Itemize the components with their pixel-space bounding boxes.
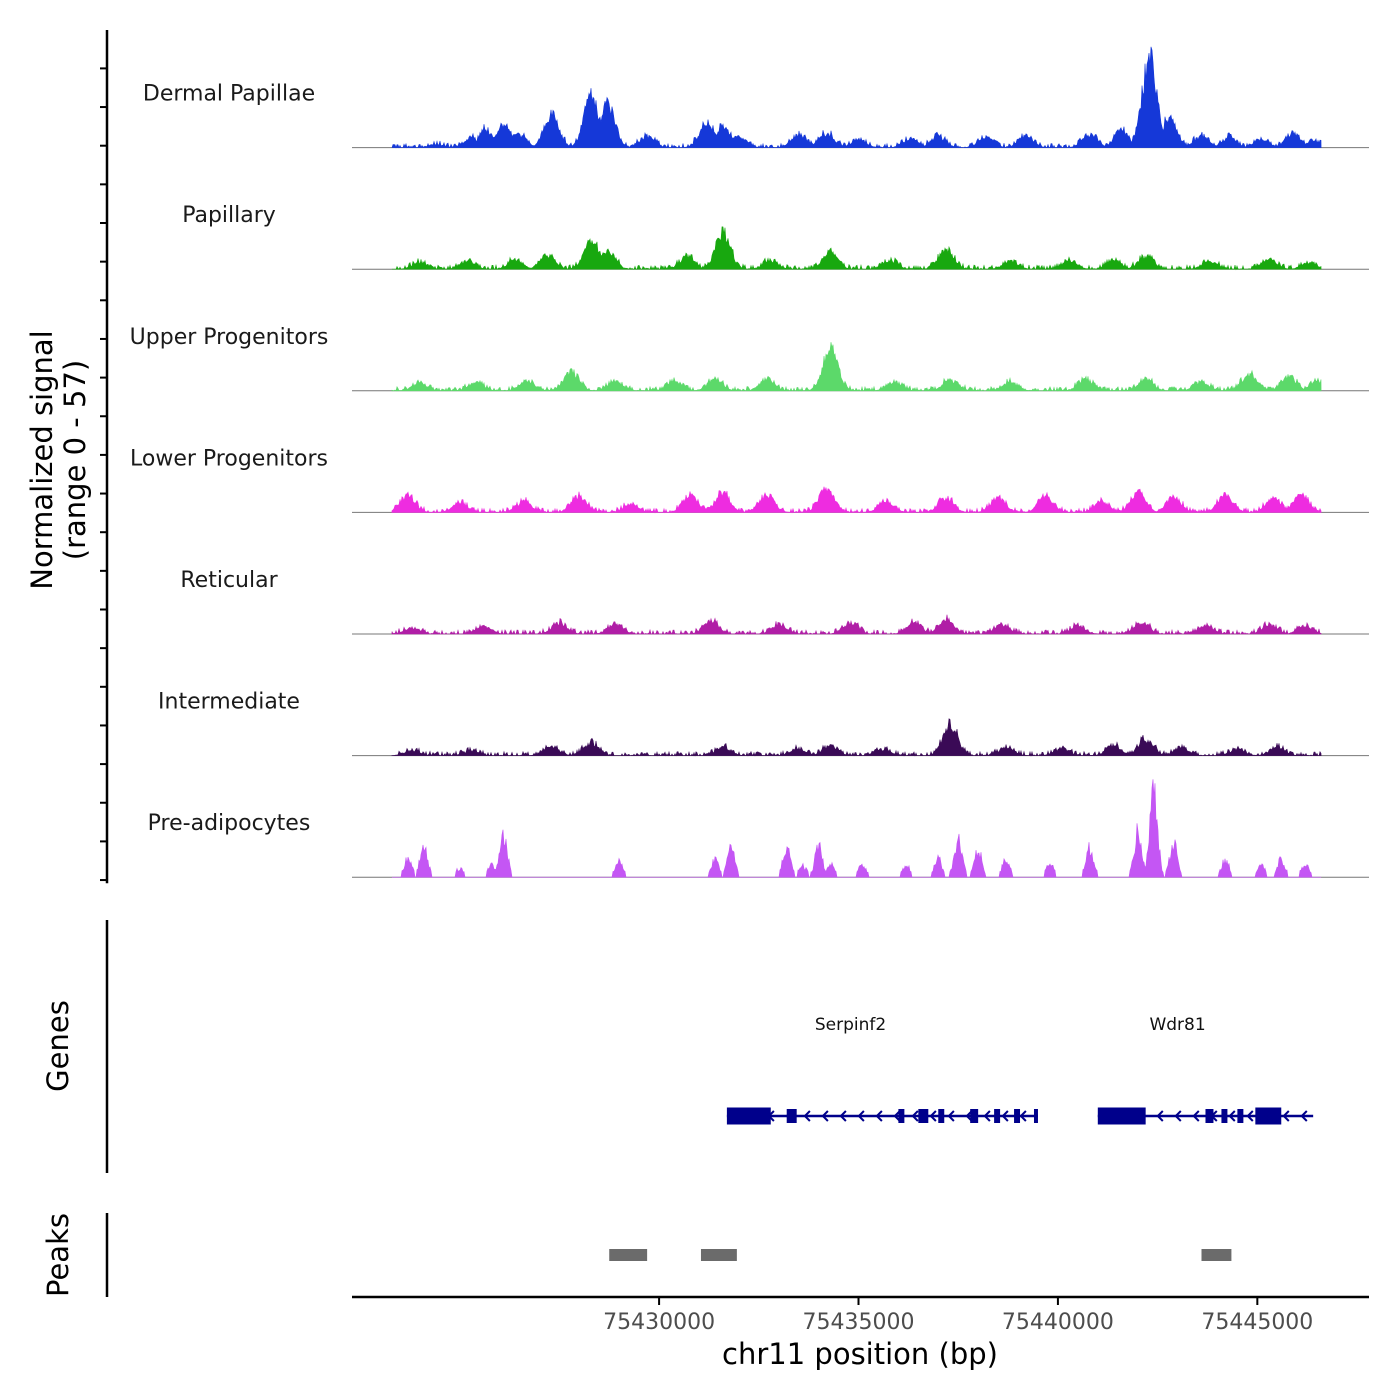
strand-chevron <box>1156 1110 1164 1122</box>
strand-chevron <box>893 1110 901 1122</box>
track-pre-adipocytes: Pre-adipocytes <box>148 779 1369 878</box>
strand-chevron <box>1192 1110 1200 1122</box>
track-label: Dermal Papillae <box>143 82 315 107</box>
strand-chevron <box>947 1110 955 1122</box>
genes-panel-label: Genes <box>41 1000 75 1092</box>
strand-chevron <box>1120 1110 1128 1122</box>
track-label: Reticular <box>180 568 278 593</box>
x-axis: 75430000 75435000 75440000 75445000 <box>603 1297 1313 1335</box>
gene-exon <box>786 1109 797 1123</box>
y-axis-title-group: Normalized signal (range 0 - 57) <box>25 330 92 589</box>
track-signal <box>391 614 1322 636</box>
strand-chevron <box>983 1110 991 1122</box>
signal-y-axis <box>100 30 109 884</box>
track-upper-progenitors: Upper Progenitors <box>130 325 1369 392</box>
gene-exon <box>898 1109 905 1123</box>
strand-chevron <box>1282 1110 1290 1122</box>
strand-chevron <box>821 1110 829 1122</box>
gene-exon <box>1255 1107 1282 1125</box>
gene-exon <box>994 1109 1001 1123</box>
track-signal <box>391 46 1322 149</box>
strand-chevron <box>1264 1110 1272 1122</box>
peak-region <box>1201 1249 1232 1261</box>
track-lower-progenitors: Lower Progenitors <box>130 446 1369 514</box>
track-label: Pre-adipocytes <box>148 811 311 836</box>
strand-chevron <box>1246 1110 1254 1122</box>
strand-chevron <box>1210 1110 1218 1122</box>
gene-exon <box>938 1109 945 1123</box>
track-label: Intermediate <box>158 690 300 715</box>
strand-chevron <box>749 1110 757 1122</box>
track-papillary: Papillary <box>182 203 1369 271</box>
x-tick-label: 75445000 <box>1201 1310 1313 1335</box>
strand-chevron <box>1174 1110 1182 1122</box>
gene-wdr81: Wdr81 <box>1097 1015 1314 1125</box>
x-tick-label: 75440000 <box>1002 1310 1114 1335</box>
coverage-tracks: Dermal Papillae Papillary Upper Progenitor… <box>130 46 1369 878</box>
peak-region <box>609 1249 648 1261</box>
y-axis-subtitle: (range 0 - 57) <box>58 360 92 560</box>
track-signal <box>391 342 1322 392</box>
strand-chevron <box>911 1110 919 1122</box>
strand-chevron <box>929 1110 937 1122</box>
strand-chevron <box>1102 1110 1110 1122</box>
strand-chevron <box>785 1110 793 1122</box>
gene-exon <box>1205 1109 1214 1123</box>
track-signal <box>391 718 1322 757</box>
strand-chevron <box>1228 1110 1236 1122</box>
strand-chevron <box>1019 1110 1027 1122</box>
gene-exon <box>1221 1109 1228 1123</box>
track-intermediate: Intermediate <box>158 690 1369 757</box>
x-tick-label: 75430000 <box>603 1310 715 1335</box>
x-axis-title: chr11 position (bp) <box>722 1337 998 1371</box>
gene-exon <box>918 1109 929 1123</box>
track-signal <box>391 486 1322 514</box>
gene-exon <box>1237 1109 1244 1123</box>
track-dermal-papillae: Dermal Papillae <box>143 46 1369 149</box>
strand-chevron <box>965 1110 973 1122</box>
track-label: Lower Progenitors <box>130 446 328 471</box>
strand-chevron <box>803 1110 811 1122</box>
track-label: Upper Progenitors <box>130 325 329 350</box>
strand-chevron <box>839 1110 847 1122</box>
track-signal <box>391 226 1322 271</box>
strand-chevron <box>731 1110 739 1122</box>
strand-chevron <box>875 1110 883 1122</box>
strand-chevron <box>857 1110 865 1122</box>
x-tick-label: 75435000 <box>803 1310 915 1335</box>
strand-chevron <box>1300 1110 1308 1122</box>
gene-name-label: Serpinf2 <box>815 1015 886 1035</box>
track-signal <box>391 779 1322 878</box>
strand-chevron <box>1001 1110 1009 1122</box>
y-axis-title: Normalized signal <box>25 330 59 589</box>
track-label: Papillary <box>182 203 276 228</box>
peak-regions <box>609 1249 1232 1261</box>
gene-name-label: Wdr81 <box>1149 1015 1205 1035</box>
gene-serpinf2: Serpinf2 <box>726 1015 1038 1125</box>
strand-chevron <box>767 1110 775 1122</box>
peaks-panel-label: Peaks <box>41 1213 75 1297</box>
track-reticular: Reticular <box>180 568 1369 636</box>
gene-exon <box>1014 1109 1021 1123</box>
strand-chevron <box>1138 1110 1146 1122</box>
gene-exon <box>1033 1109 1038 1123</box>
gene-models: Serpinf2 Wdr81 <box>726 1015 1314 1125</box>
gene-exon <box>970 1109 979 1123</box>
peak-region <box>700 1249 737 1261</box>
